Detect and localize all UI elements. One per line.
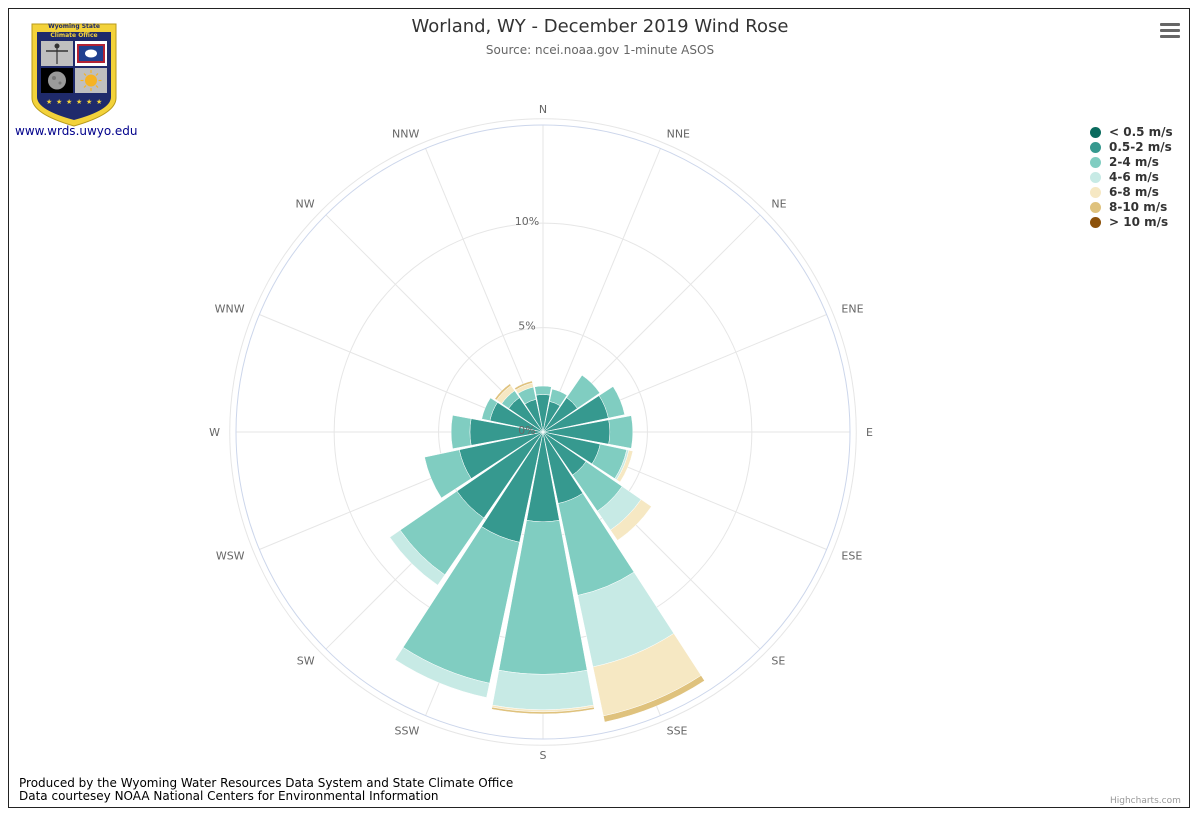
logo-text-line2: Climate Office [50, 32, 97, 39]
legend-item[interactable]: 4-6 m/s [1090, 170, 1173, 185]
site-link[interactable]: www.wrds.uwyo.edu [15, 124, 138, 138]
footer-text: Produced by the Wyoming Water Resources … [19, 777, 513, 803]
legend-item[interactable]: < 0.5 m/s [1090, 125, 1173, 140]
legend-marker-icon [1090, 172, 1101, 183]
legend-marker-icon [1090, 157, 1101, 168]
legend-marker-icon [1090, 187, 1101, 198]
svg-text:★: ★ [66, 98, 72, 106]
direction-label: W [209, 426, 220, 439]
legend-label: 2-4 m/s [1109, 155, 1159, 169]
hamburger-menu-icon[interactable] [1158, 20, 1182, 40]
rose-bar-se[interactable] [610, 499, 652, 541]
logo-text-line1: Wyoming State [48, 23, 100, 30]
direction-label: ESE [841, 550, 862, 563]
direction-label: NNE [667, 128, 690, 141]
rose-bar-sw[interactable] [389, 529, 446, 586]
legend-marker-icon [1090, 142, 1101, 153]
legend-item[interactable]: 6-8 m/s [1090, 185, 1173, 200]
direction-labels: N NNE NE ENE E ESE SE SSE S SSW SW WSW W… [209, 103, 873, 762]
ytick-label: 10% [515, 215, 539, 228]
direction-label: N [539, 103, 547, 116]
legend-label: > 10 m/s [1109, 215, 1169, 229]
legend-label: < 0.5 m/s [1109, 125, 1173, 139]
menu-bar [1160, 23, 1180, 26]
legend-marker-icon [1090, 127, 1101, 138]
footer-line-2: Data courtesey NOAA National Centers for… [19, 789, 439, 803]
legend-label: 0.5-2 m/s [1109, 140, 1172, 154]
rose-bar-w[interactable] [450, 414, 472, 450]
spoke-gridline [542, 148, 661, 433]
svg-text:★: ★ [96, 98, 102, 106]
rose-bar-sse[interactable] [603, 675, 705, 723]
rose-bar-ene[interactable] [598, 386, 626, 419]
rose-bars [389, 374, 705, 723]
highcharts-credits-link[interactable]: Highcharts.com [1110, 796, 1181, 806]
direction-label: E [866, 426, 873, 439]
rose-bar-nw[interactable] [494, 383, 512, 401]
direction-label: SSW [395, 724, 420, 737]
logo-stars-icon: ★ ★ ★ ★ ★ ★ [46, 98, 102, 106]
direction-label: NE [771, 198, 786, 211]
direction-label: ENE [841, 302, 863, 315]
direction-label: S [540, 749, 547, 762]
legend-label: 8-10 m/s [1109, 200, 1168, 214]
direction-label: WSW [216, 550, 245, 563]
svg-text:★: ★ [56, 98, 62, 106]
svg-text:★: ★ [46, 98, 52, 106]
rose-bar-ssw[interactable] [394, 647, 490, 698]
rose-bar-n[interactable] [534, 385, 552, 396]
rose-bar-nne[interactable] [549, 388, 568, 407]
ytick-label: 5% [518, 320, 535, 333]
legend-marker-icon [1090, 217, 1101, 228]
rose-bar-s[interactable] [491, 706, 595, 715]
svg-text:★: ★ [86, 98, 92, 106]
rose-bar-nnw[interactable] [514, 380, 533, 391]
menu-bar [1160, 35, 1180, 38]
footer-line-1: Produced by the Wyoming Water Resources … [19, 776, 514, 790]
radial-axis-labels: 0% 5% 10% [515, 215, 539, 437]
ring-gridline [229, 118, 857, 746]
direction-label: NNW [392, 128, 419, 141]
ytick-label: 0% [518, 424, 535, 437]
legend-label: 4-6 m/s [1109, 170, 1159, 184]
legend-label: 6-8 m/s [1109, 185, 1159, 199]
legend-item[interactable]: 0.5-2 m/s [1090, 140, 1173, 155]
rose-bar-wnw[interactable] [481, 397, 498, 422]
direction-label: SSE [667, 724, 688, 737]
legend-marker-icon [1090, 202, 1101, 213]
rose-bar-ese[interactable] [616, 449, 634, 483]
direction-label: SW [297, 654, 315, 667]
legend-item[interactable]: > 10 m/s [1090, 215, 1173, 230]
chart-subtitle: Source: ncei.noaa.gov 1-minute ASOS [485, 43, 715, 57]
outer-ring [235, 124, 851, 740]
legend-item[interactable]: 8-10 m/s [1090, 200, 1173, 215]
rose-bar-e[interactable] [608, 415, 633, 449]
direction-label: NW [295, 198, 314, 211]
rose-bar-s[interactable] [492, 669, 594, 711]
direction-label: SE [771, 654, 785, 667]
legend: < 0.5 m/s 0.5-2 m/s 2-4 m/s 4-6 m/s 6-8 … [1090, 125, 1173, 230]
climate-office-logo: Wyoming State Climate Office ★ ★ ★ ★ ★ ★ [31, 23, 117, 127]
legend-item[interactable]: 2-4 m/s [1090, 155, 1173, 170]
rose-bar-ne[interactable] [566, 374, 601, 409]
chart-title: Worland, WY - December 2019 Wind Rose [411, 16, 789, 37]
svg-text:★: ★ [76, 98, 82, 106]
menu-bar [1160, 29, 1180, 32]
rose-bar-wsw[interactable] [424, 449, 472, 499]
direction-label: WNW [215, 302, 245, 315]
